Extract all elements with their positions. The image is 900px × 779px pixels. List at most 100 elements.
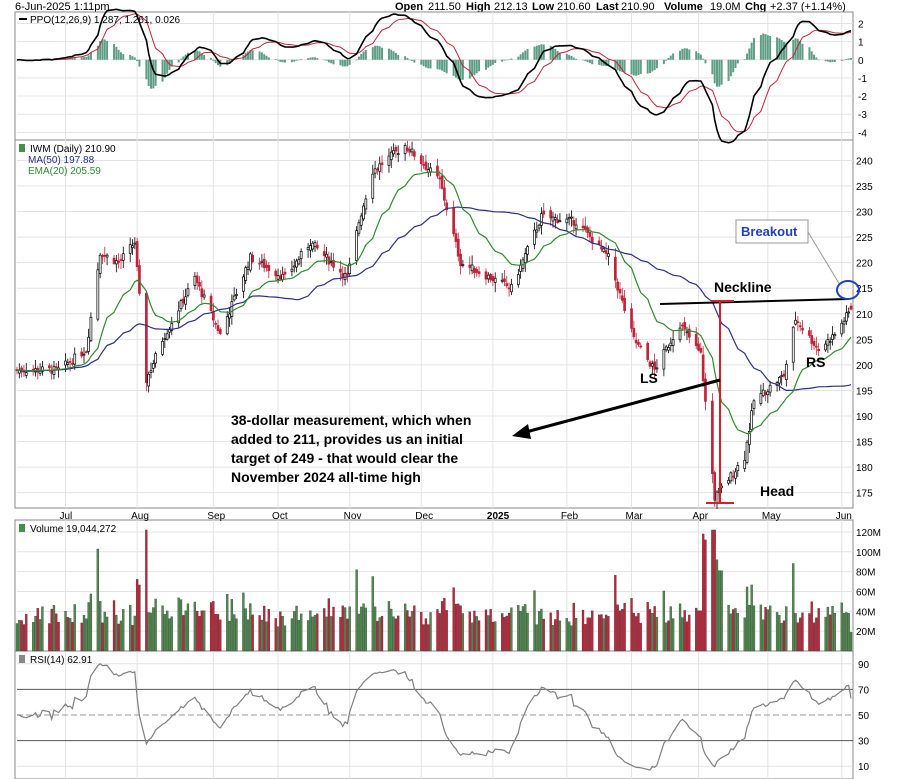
volume-bar <box>339 617 342 652</box>
ppo-signal-line <box>17 13 852 133</box>
candle-body <box>650 363 654 367</box>
month-label: Mar <box>626 511 644 522</box>
candle-body <box>681 324 684 327</box>
volume-bar <box>135 579 139 652</box>
ppo-histogram-bar <box>845 58 848 60</box>
candle-body <box>346 272 349 276</box>
candle-body <box>824 343 827 351</box>
candle-body <box>558 220 562 223</box>
ppo-histogram-bar <box>484 59 487 70</box>
price-legend-swatch <box>19 144 25 152</box>
candle-body <box>133 242 137 245</box>
ppo-histogram-bar <box>649 59 652 74</box>
volume-bar <box>373 606 377 652</box>
ppo-histogram-bar <box>397 55 400 60</box>
ppo-histogram-bar <box>279 59 282 62</box>
candle-body <box>119 259 123 261</box>
candle-body <box>604 250 608 254</box>
candle-body <box>376 168 379 171</box>
candle-body <box>648 361 652 367</box>
candle-body <box>228 313 231 319</box>
ppo-histogram-bar <box>147 59 150 86</box>
volume-bar <box>701 533 705 652</box>
month-label: 2025 <box>487 511 510 522</box>
candle-body <box>267 265 271 272</box>
candle-body <box>780 375 784 377</box>
neckline-line <box>659 298 849 305</box>
rsi-panel-frame <box>14 650 854 779</box>
volume-bar <box>406 610 409 652</box>
ppo-histogram-bar <box>720 59 723 85</box>
volume-bar <box>623 602 626 652</box>
ppo-histogram-bar <box>813 54 816 60</box>
candle-body <box>186 288 190 296</box>
volume-bar <box>265 621 268 652</box>
candle-body <box>322 251 326 257</box>
candle-body <box>114 260 118 265</box>
candle-body <box>553 217 557 220</box>
candle-body <box>826 339 830 346</box>
volume-bar <box>507 612 511 652</box>
candle-body <box>581 225 585 229</box>
candle-body <box>68 361 72 363</box>
ppo-histogram-bar <box>452 59 455 76</box>
candle-body <box>583 225 587 230</box>
volume-bar <box>71 622 74 652</box>
volume-bar <box>249 603 252 652</box>
volume-bar <box>73 604 76 652</box>
volume-bar <box>279 611 282 652</box>
volume-bar <box>671 618 675 652</box>
volume-bar <box>209 602 213 652</box>
volume-bar <box>556 610 559 652</box>
header-low-value: 210.60 <box>557 1 591 13</box>
ppo-histogram-bar <box>662 59 665 65</box>
volume-bar <box>775 612 779 652</box>
candle-body <box>667 347 670 351</box>
candle-body <box>262 258 266 269</box>
month-label: Dec <box>415 511 433 522</box>
candle-body <box>833 334 837 337</box>
ppo-histogram-bar <box>792 39 795 60</box>
ppo-histogram-bar <box>521 52 524 60</box>
price-tick-label: 225 <box>856 233 873 244</box>
volume-bar <box>646 602 649 652</box>
rsi-tick-label: 90 <box>858 660 870 671</box>
ppo-histogram-bar <box>501 59 504 62</box>
ppo-tick-label: 2 <box>858 19 864 30</box>
volume-bar <box>52 605 56 652</box>
candle-body <box>614 256 617 281</box>
ppo-histogram-bar <box>646 59 649 74</box>
volume-bar <box>540 608 543 652</box>
candle-body <box>704 378 707 402</box>
volume-bar <box>840 602 843 652</box>
candle-body <box>828 341 832 343</box>
volume-bar <box>812 622 816 652</box>
candles <box>15 140 853 510</box>
candle-body <box>232 295 236 301</box>
volume-bar <box>549 612 552 652</box>
candle-body <box>461 264 465 266</box>
ppo-histogram-bar <box>843 59 846 61</box>
ppo-histogram-bar <box>311 57 314 60</box>
volume-bar <box>695 607 698 652</box>
volume-bar <box>826 606 830 652</box>
candle-body <box>812 340 816 346</box>
volume-bar <box>82 615 86 652</box>
candle-body <box>138 265 141 294</box>
ppo-histogram-bar <box>667 58 670 60</box>
candle-body <box>655 367 659 370</box>
ppo-histogram-bar <box>815 57 818 60</box>
volume-bar <box>558 620 562 652</box>
candle-body <box>768 384 772 393</box>
volume-bar <box>179 599 183 652</box>
ppo-histogram-bar <box>316 58 319 60</box>
volume-bar <box>212 601 215 652</box>
candle-body <box>147 373 151 387</box>
candle-body <box>87 336 90 352</box>
volume-bar <box>780 622 783 652</box>
measurement-text-line-4: November 2024 all-time high <box>231 469 421 485</box>
candle-body <box>817 348 821 352</box>
ppo-histogram-bar <box>776 37 779 60</box>
neckline-label: Neckline <box>714 279 772 295</box>
ppo-histogram-bar <box>489 59 492 67</box>
